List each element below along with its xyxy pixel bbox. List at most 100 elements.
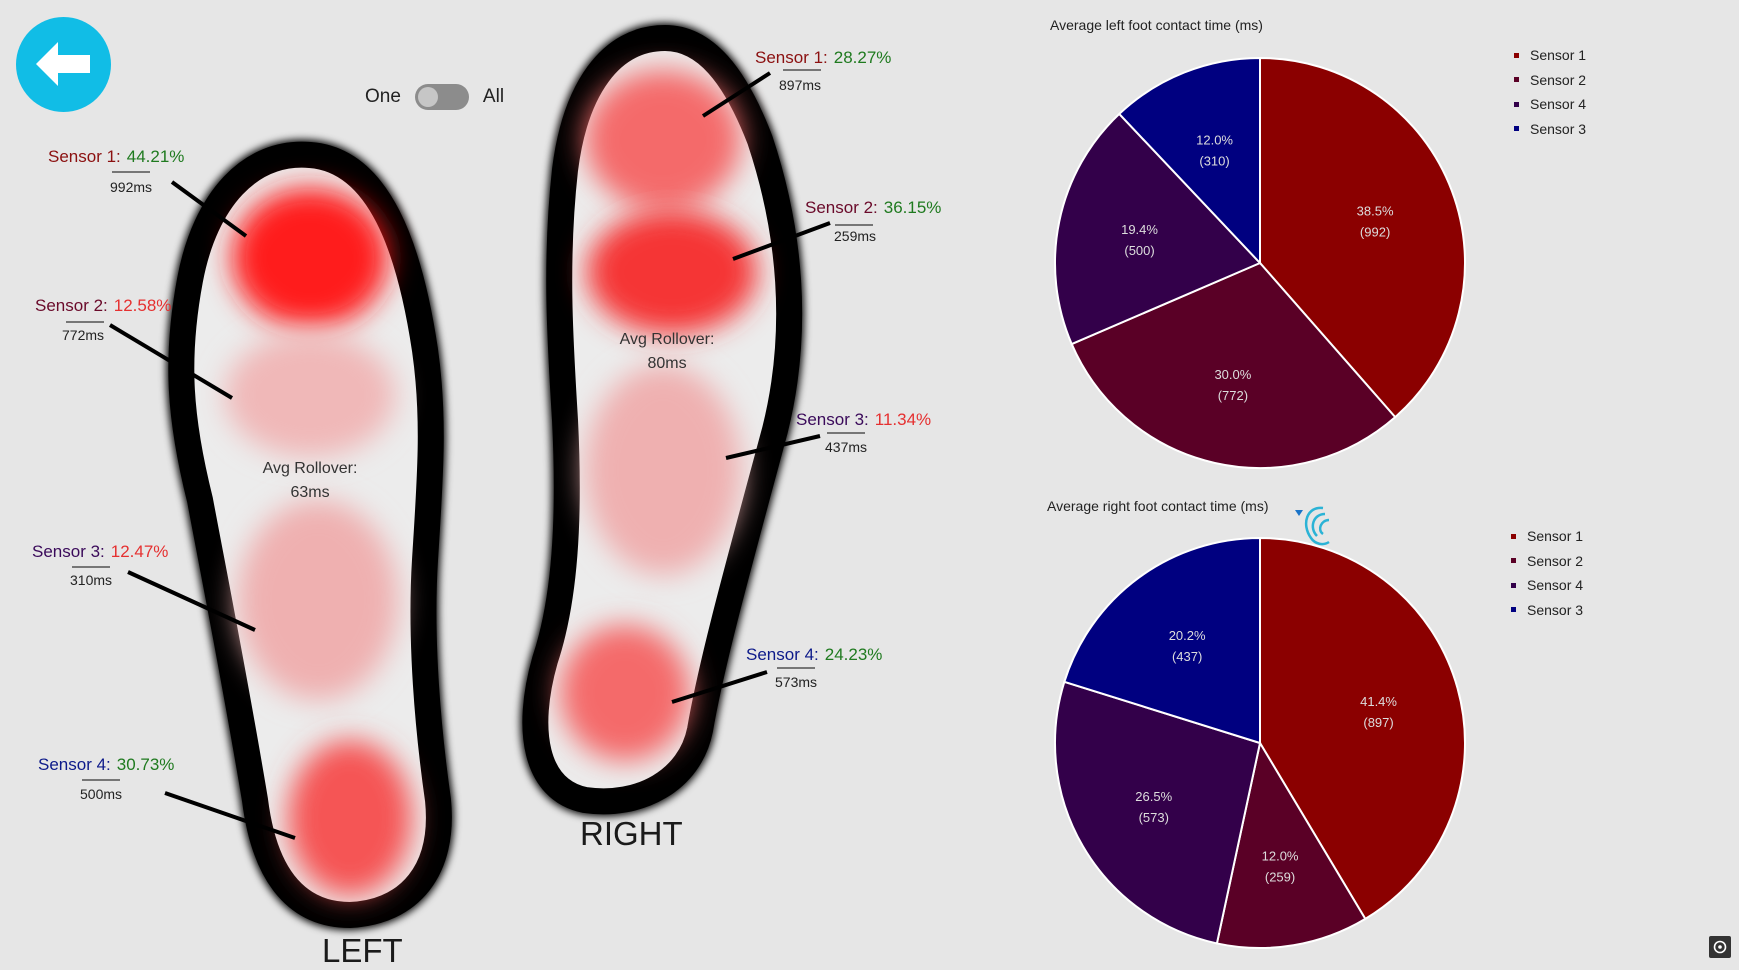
legend-swatch xyxy=(1511,533,1516,539)
left-sensor1-label: Sensor 1: 44.21% xyxy=(48,147,184,167)
pie-slice-sensor-2 xyxy=(1070,261,1397,469)
legend-item: Sensor 1 xyxy=(1511,524,1583,549)
pie-slice-sensor-3 xyxy=(1117,56,1261,266)
legend-label: Sensor 2 xyxy=(1527,552,1584,569)
legend-label: Sensor 1 xyxy=(1527,528,1584,545)
pie-percent-label: 38.5% xyxy=(1357,204,1394,219)
pie-slice-sensor-1 xyxy=(1259,56,1466,419)
left-rollover-label: Avg Rollover: xyxy=(262,460,358,477)
right-sensor4-name: Sensor 4: xyxy=(746,645,819,664)
legend-swatch xyxy=(1514,126,1519,132)
left-sensor3-pct: 12.47% xyxy=(110,542,169,561)
left-rollover-value: 63ms xyxy=(290,484,330,501)
legend-swatch xyxy=(1514,101,1519,107)
legend-item: Sensor 2 xyxy=(1514,68,1586,93)
left-sensor3-ms: 310ms xyxy=(70,572,113,588)
legend-label: Sensor 3 xyxy=(1527,601,1584,618)
right-sensor1-ms: 897ms xyxy=(779,77,822,93)
left-sensor4-name: Sensor 4: xyxy=(38,755,111,774)
view-mode-switch[interactable] xyxy=(414,84,469,110)
pie-percent-label: 12.0% xyxy=(1196,133,1233,148)
left-sensor1-ms: 992ms xyxy=(110,179,153,195)
legend-item: Sensor 4 xyxy=(1511,573,1583,598)
pie-percent-label: 26.5% xyxy=(1135,789,1172,804)
legend-item: Sensor 1 xyxy=(1514,43,1586,68)
left-rollover: Avg Rollover: 63ms xyxy=(240,457,380,505)
left-sensor2-name: Sensor 2: xyxy=(35,296,108,315)
right-sensor1-name: Sensor 1: xyxy=(755,48,828,67)
legend-label: Sensor 2 xyxy=(1530,71,1587,88)
pie-value-label: (573) xyxy=(1139,810,1169,825)
pie-value-label: (897) xyxy=(1363,715,1393,730)
toggle-label-one: One xyxy=(365,86,401,107)
left-insole xyxy=(108,139,454,931)
left-chart-title: Average left foot contact time (ms) xyxy=(1050,17,1263,33)
right-rollover: Avg Rollover: 80ms xyxy=(597,328,737,376)
left-sensor1-heat xyxy=(232,188,388,328)
pie-slice-sensor-2 xyxy=(1215,740,1367,949)
right-chart-title: Average right foot contact time (ms) xyxy=(1047,498,1269,514)
legend-label: Sensor 4 xyxy=(1527,577,1584,594)
left-sensor3-label: Sensor 3: 12.47% xyxy=(32,542,168,562)
pie-percent-label: 30.0% xyxy=(1214,367,1251,382)
legend-swatch xyxy=(1514,77,1519,83)
right-sensor2-ms: 259ms xyxy=(834,228,877,244)
left-sensor1-name: Sensor 1: xyxy=(48,147,121,166)
right-sensor2-pct: 36.15% xyxy=(883,198,942,217)
left-sensor4-ms: 500ms xyxy=(80,786,123,802)
pie-value-label: (437) xyxy=(1172,649,1202,664)
right-sensor3-pct: 11.34% xyxy=(874,410,932,429)
left-sensor4-label: Sensor 4: 30.73% xyxy=(38,755,174,775)
right-sensor3-ms: 437ms xyxy=(825,439,868,455)
pie-percent-label: 20.2% xyxy=(1169,628,1206,643)
right-sensor3-label: Sensor 3: 11.34% xyxy=(796,410,931,430)
legend-swatch xyxy=(1511,607,1516,613)
left-chart-legend: Sensor 1 Sensor 2 Sensor 4 Sensor 3 xyxy=(1514,43,1586,141)
legend-swatch xyxy=(1511,558,1516,564)
legend-swatch xyxy=(1511,582,1516,588)
legend-label: Sensor 1 xyxy=(1530,47,1587,64)
toggle-label-all: All xyxy=(482,86,505,107)
left-sensor2-ms: 772ms xyxy=(62,327,105,343)
switch-knob xyxy=(417,87,438,107)
pie-percent-label: 19.4% xyxy=(1121,222,1158,237)
right-sensor3-name: Sensor 3: xyxy=(796,410,869,429)
right-sensor1-label: Sensor 1: 28.27% xyxy=(755,48,891,68)
legend-item: Sensor 4 xyxy=(1514,92,1586,117)
left-sensor3-name: Sensor 3: xyxy=(32,542,105,561)
left-foot-label: LEFT xyxy=(322,932,403,969)
left-sensor2-pct: 12.58% xyxy=(113,296,172,315)
cursor-icon xyxy=(1295,506,1330,546)
left-sensor4-heat xyxy=(288,740,412,896)
left-sensor3-heat xyxy=(238,500,398,700)
right-sensor4-heat xyxy=(560,625,690,761)
right-chart-legend: Sensor 1 Sensor 2 Sensor 4 Sensor 3 xyxy=(1511,524,1583,622)
legend-item: Sensor 2 xyxy=(1511,549,1583,574)
right-sensor4-ms: 573ms xyxy=(775,674,818,690)
legend-swatch xyxy=(1514,52,1519,58)
right-rollover-label: Avg Rollover: xyxy=(619,331,715,348)
pie-value-label: (992) xyxy=(1360,225,1390,240)
arrow-left-icon xyxy=(36,42,90,86)
pie-percent-label: 12.0% xyxy=(1262,848,1299,863)
right-foot-label: RIGHT xyxy=(580,815,683,852)
legend-label: Sensor 4 xyxy=(1530,96,1587,113)
pie-value-label: (500) xyxy=(1124,243,1154,258)
right-rollover-value: 80ms xyxy=(647,355,687,372)
screenshot-button[interactable] xyxy=(1709,936,1731,958)
right-sensor4-label: Sensor 4: 24.23% xyxy=(746,645,882,665)
right-sensor4-pct: 24.23% xyxy=(824,645,883,664)
pie-slice-sensor-3 xyxy=(1063,536,1261,745)
right-sensor2-name: Sensor 2: xyxy=(805,198,878,217)
back-button[interactable] xyxy=(16,17,111,112)
camera-icon xyxy=(1713,940,1727,954)
pie-slice-sensor-4 xyxy=(1054,112,1262,346)
left-sensor2-label: Sensor 2: 12.58% xyxy=(35,296,171,316)
right-sensor3-heat xyxy=(585,365,741,575)
right-foot-pie-chart: 41.4% (897) 12.0% (259) 26.5% (573) 20.2% (437) xyxy=(1054,536,1466,949)
left-sensor4-pct: 30.73% xyxy=(116,755,175,774)
pie-slice-sensor-4 xyxy=(1054,680,1262,945)
legend-item: Sensor 3 xyxy=(1514,117,1586,142)
right-sensor2-label: Sensor 2: 36.15% xyxy=(805,198,941,218)
legend-label: Sensor 3 xyxy=(1530,120,1587,137)
